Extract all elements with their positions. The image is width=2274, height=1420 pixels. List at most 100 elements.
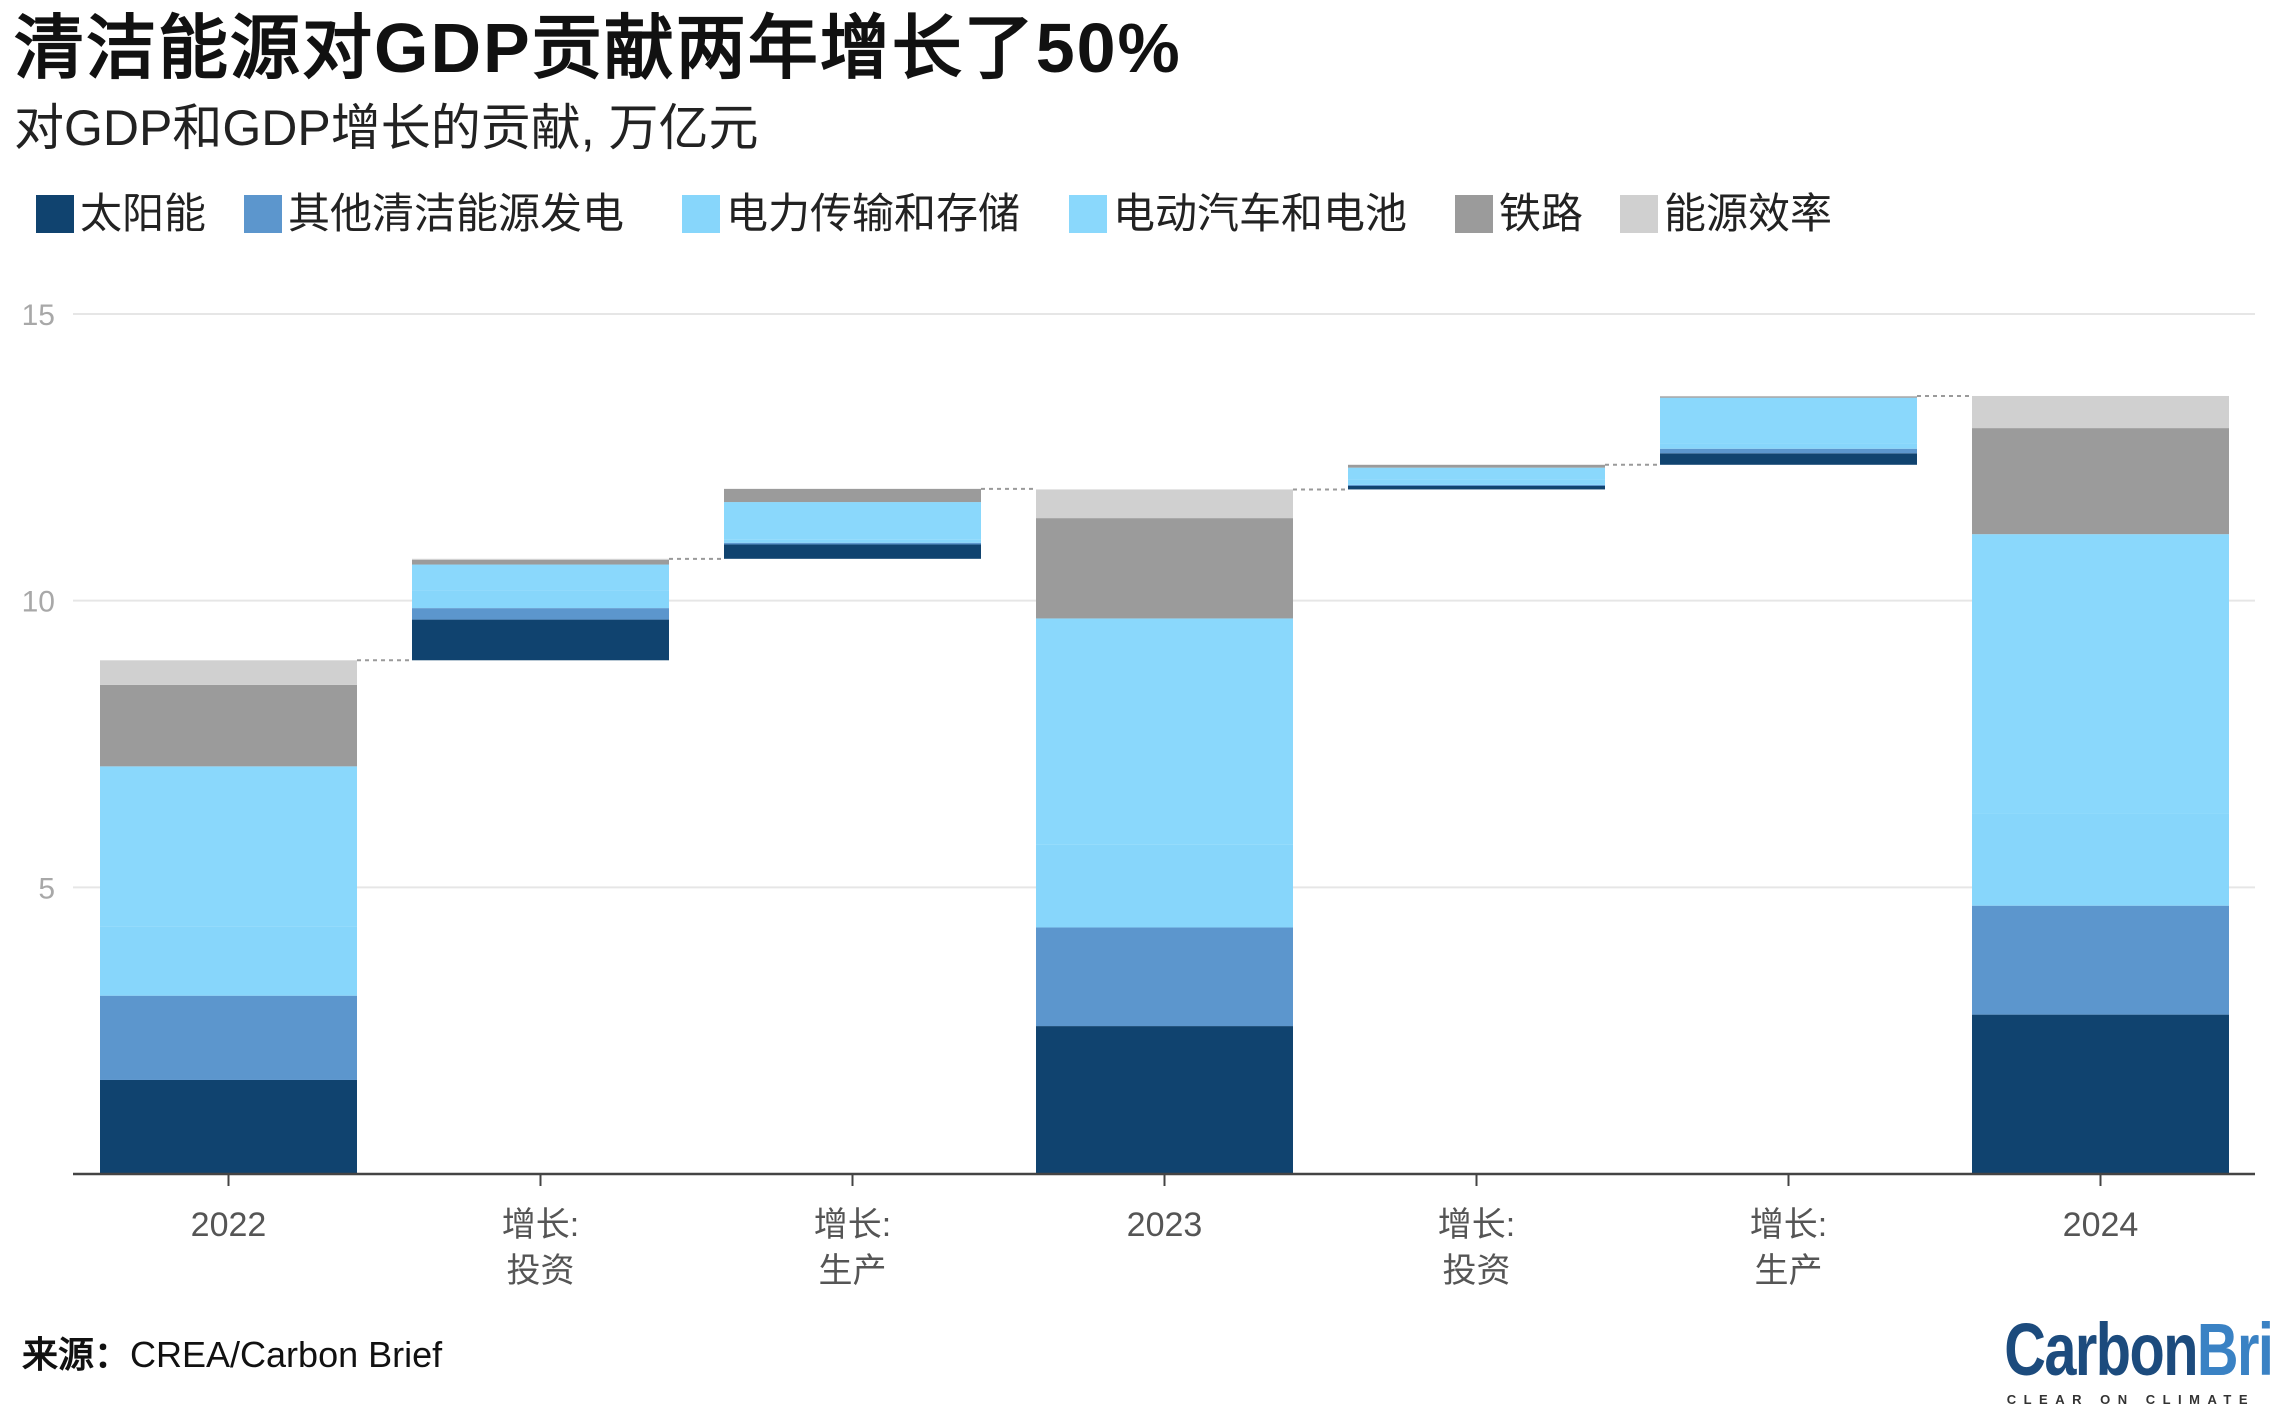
connectors [357, 394, 1972, 662]
x-tick-label-line: 2024 [2063, 1206, 2139, 1244]
bar-segment-3-0 [1036, 1026, 1293, 1174]
bar-4 [1348, 464, 1605, 490]
logo-brief: Brief [2196, 1308, 2274, 1391]
chart-subtitle: 对GDP和GDP增长的贡献, 万亿元 [14, 100, 759, 156]
bar-segment-0-5 [100, 660, 357, 685]
bar-segment-1-1 [412, 608, 669, 620]
x-tick-label: 增长: 生产 [814, 1206, 891, 1290]
x-tick-label: 增长: 生产 [1750, 1206, 1827, 1290]
bar-segment-6-2 [1972, 813, 2229, 906]
legend-swatch [1455, 195, 1493, 233]
bar-segment-6-1 [1972, 905, 2229, 1015]
bar-segment-2-0 [724, 544, 981, 559]
legend-label: 能源效率 [1664, 190, 1833, 237]
bar-segment-0-0 [100, 1079, 357, 1174]
legend-swatch [1620, 195, 1658, 233]
legend-label: 太阳能 [80, 190, 207, 237]
x-tick-label: 2022 [191, 1206, 267, 1244]
bar-segment-6-5 [1972, 395, 2229, 429]
legend-label: 其他清洁能源发电 [288, 190, 625, 237]
bar-segment-2-2 [724, 539, 981, 543]
x-tick-label-line: 投资 [507, 1252, 575, 1290]
legend-item-solar: 太阳能 [36, 189, 206, 239]
x-tick-label: 增长: 投资 [502, 1206, 579, 1290]
x-axis: 2022 增长: 投资 增长: 生产 2023 增长: 投资 增长: 生产 2024 [191, 1174, 2139, 1290]
bar-segment-1-3 [412, 564, 669, 591]
bars [100, 395, 2229, 1174]
x-tick-label-line: 2023 [1127, 1206, 1203, 1244]
bar-segment-5-2 [1660, 443, 1917, 449]
bar-segment-0-3 [100, 766, 357, 927]
bar-segment-1-0 [412, 619, 669, 661]
bar-segment-3-2 [1036, 844, 1293, 928]
legend-item-other-clean-power: 其他清洁能源发电 [244, 189, 624, 239]
bar-segment-5-1 [1660, 448, 1917, 454]
bar-segment-4-4 [1348, 464, 1605, 468]
bar-segment-2-1 [724, 542, 981, 545]
y-tick-label: 10 [22, 586, 55, 619]
bar-segment-1-4 [412, 559, 669, 565]
y-tick-label: 15 [22, 299, 55, 332]
source-text: CREA/Carbon Brief [130, 1334, 443, 1375]
bar-segment-6-4 [1972, 428, 2229, 535]
legend-item-railways: 铁路 [1455, 189, 1583, 239]
legend-item-energy-efficiency: 能源效率 [1620, 189, 1832, 239]
bar-6 [1972, 395, 2229, 1174]
bar-segment-3-4 [1036, 518, 1293, 619]
legend-swatch [1069, 195, 1107, 233]
bar-segment-3-5 [1036, 489, 1293, 519]
bar-segment-0-4 [100, 684, 357, 767]
bar-2 [724, 488, 981, 559]
legend-item-ev-batteries: 电动汽车和电池 [1069, 189, 1407, 239]
source-label: 来源： [22, 1334, 131, 1375]
bar-segment-2-4 [724, 488, 981, 503]
bar-segment-5-4 [1660, 396, 1917, 398]
x-tick-label: 增长: 投资 [1438, 1206, 1515, 1290]
bar-segment-0-1 [100, 995, 357, 1080]
x-tick-label-line: 增长: [1438, 1206, 1515, 1244]
y-tick-label: 5 [38, 872, 55, 905]
x-tick-label: 2023 [1127, 1206, 1203, 1244]
bar-segment-4-1 [1348, 484, 1605, 486]
legend-label: 铁路 [1499, 190, 1584, 237]
bar-segment-5-5 [1660, 395, 1917, 397]
x-tick-label-line: 2022 [191, 1206, 267, 1244]
bar-segment-0-2 [100, 926, 357, 996]
bar-segment-5-0 [1660, 453, 1917, 465]
logo-tagline: CLEAR ON CLIMATE [2006, 1392, 2255, 1407]
bar-segment-3-3 [1036, 618, 1293, 845]
chart-title: 清洁能源对GDP贡献两年增长了50% [14, 9, 1182, 87]
source-note: 来源：CREA/Carbon Brief [22, 1330, 442, 1380]
bar-segment-6-0 [1972, 1014, 2229, 1174]
legend-item-transmission-storage: 电力传输和存储 [682, 189, 1020, 239]
bar-segment-5-3 [1660, 397, 1917, 444]
x-tick-label: 2024 [2063, 1206, 2139, 1244]
bar-segment-6-3 [1972, 534, 2229, 814]
bar-segment-4-3 [1348, 467, 1605, 480]
x-tick-label-line: 增长: [814, 1206, 891, 1244]
legend-swatch [36, 195, 74, 233]
logo-carbon: Carbon [2004, 1308, 2198, 1391]
x-tick-label-line: 增长: [1750, 1206, 1827, 1244]
legend-label: 电动汽车和电池 [1113, 190, 1408, 237]
legend-swatch [244, 195, 282, 233]
x-tick-label-line: 投资 [1443, 1252, 1511, 1290]
bar-segment-1-5 [412, 558, 669, 560]
bar-segment-4-2 [1348, 479, 1605, 485]
legend-label: 电力传输和存储 [726, 190, 1021, 237]
bar-5 [1660, 395, 1917, 465]
x-tick-label-line: 生产 [1755, 1252, 1823, 1290]
bar-segment-2-3 [724, 502, 981, 540]
x-tick-label-line: 增长: [502, 1206, 579, 1244]
x-tick-label-line: 生产 [819, 1252, 887, 1290]
bar-1 [412, 558, 669, 661]
bar-segment-4-0 [1348, 486, 1605, 490]
bar-3 [1036, 489, 1293, 1174]
bar-segment-3-1 [1036, 927, 1293, 1027]
bar-segment-1-2 [412, 590, 669, 609]
bar-0 [100, 660, 357, 1174]
legend-swatch [682, 195, 720, 233]
